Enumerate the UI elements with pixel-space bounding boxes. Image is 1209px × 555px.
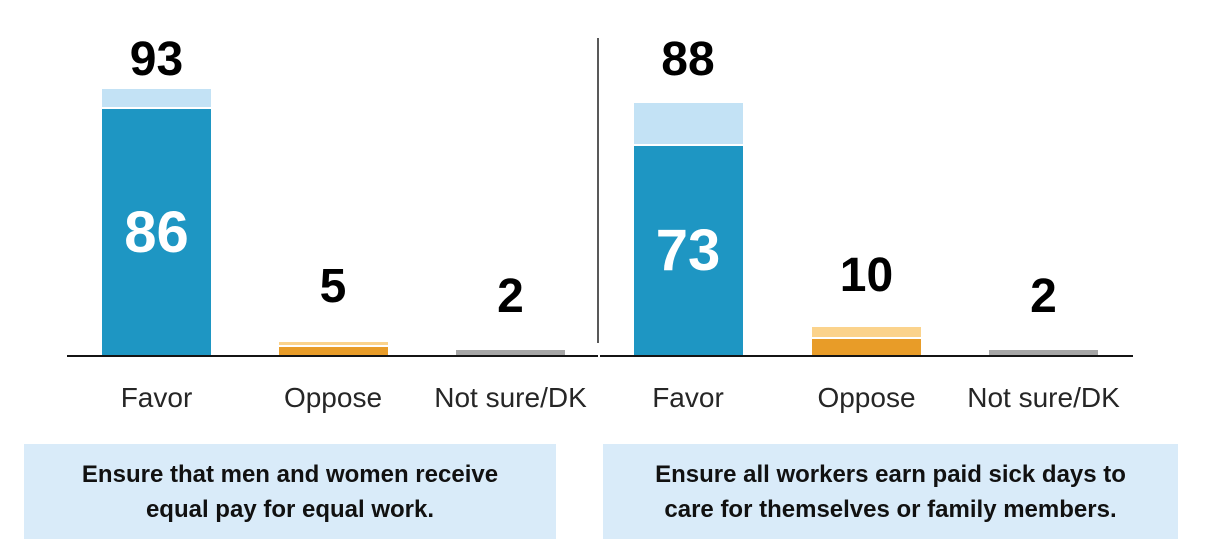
category-label-oppose: Oppose xyxy=(283,382,383,413)
caption-line: equal pay for equal work. xyxy=(145,495,435,523)
bar-total-value-label: 5 xyxy=(319,259,347,313)
caption-line: Ensure all workers earn paid sick days t… xyxy=(655,460,1126,488)
caption-box-paid-sick-days: Ensure all workers earn paid sick days t… xyxy=(603,444,1178,539)
bar-inner-value-label: 86 xyxy=(124,199,189,265)
x-axis-line xyxy=(67,355,598,357)
bar-segment-light-favor xyxy=(102,89,211,108)
bar-total-value-label: 2 xyxy=(497,270,524,324)
bar-total-value-label: 88 xyxy=(661,33,715,87)
bar-segment-dark-oppose xyxy=(812,338,921,356)
bar-notsure-solid xyxy=(456,350,565,356)
caption-line: Ensure that men and women receive xyxy=(81,460,499,488)
bar-segment-dark-favor xyxy=(102,109,211,356)
category-label-favor: Favor xyxy=(652,382,724,413)
bar-total-value-label: 2 xyxy=(1030,270,1057,324)
bar-segment-light-oppose xyxy=(278,341,388,346)
x-axis-line xyxy=(600,355,1133,357)
bar-notsure-solid xyxy=(989,350,1098,356)
bar-total-value-label: 93 xyxy=(129,33,184,87)
category-label-not-sure-dk: Not sure/DK xyxy=(967,382,1120,413)
bar-inner-value-label: 73 xyxy=(655,218,721,284)
bar-total-value-label: 10 xyxy=(839,249,894,303)
bar-segment-dark-favor xyxy=(633,146,743,356)
caption-line: care for themselves or family members. xyxy=(664,495,1117,523)
category-label-not-sure-dk: Not sure/DK xyxy=(434,382,587,413)
bar-segment-dark-oppose xyxy=(278,347,388,356)
bar-segment-light-oppose xyxy=(812,327,921,337)
category-label-favor: Favor xyxy=(120,382,193,413)
panel-divider-line xyxy=(597,38,599,343)
bar-segment-light-favor xyxy=(633,103,743,145)
caption-box-equal-pay: Ensure that men and women receive equal … xyxy=(24,444,556,539)
category-label-oppose: Oppose xyxy=(817,382,916,413)
